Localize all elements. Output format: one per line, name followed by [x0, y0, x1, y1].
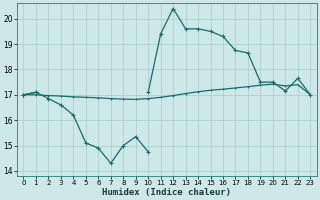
X-axis label: Humidex (Indice chaleur): Humidex (Indice chaleur): [102, 188, 231, 197]
